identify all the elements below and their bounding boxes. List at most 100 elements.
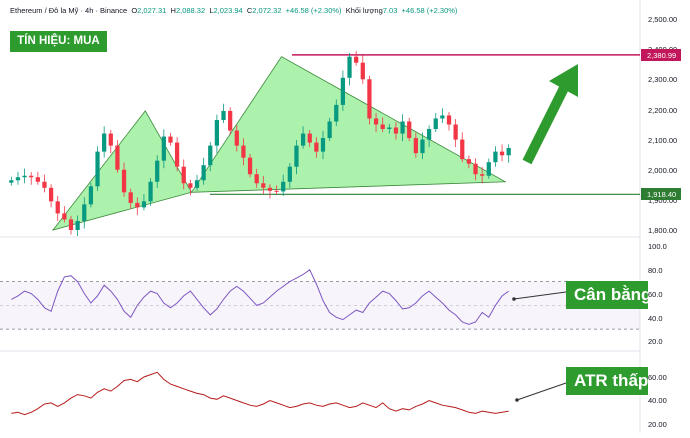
atr-tick: 60.00 bbox=[648, 373, 667, 382]
candle-body bbox=[188, 183, 193, 188]
candlestick-series bbox=[9, 51, 511, 237]
candle-body bbox=[82, 204, 87, 221]
candle-body bbox=[148, 181, 153, 202]
candle-body bbox=[75, 220, 80, 230]
candle-body bbox=[201, 165, 206, 181]
high-label: H bbox=[170, 6, 176, 15]
candle-body bbox=[493, 151, 498, 163]
atr-line bbox=[11, 371, 509, 416]
signal-badge: TÍN HIỆU: MUA bbox=[10, 31, 107, 52]
candle-body bbox=[221, 110, 226, 120]
rsi-tick: 20.0 bbox=[648, 337, 663, 346]
candle-body bbox=[281, 181, 286, 192]
rsi-callout-pointer bbox=[513, 291, 567, 300]
atr-tick: 20.00 bbox=[648, 420, 667, 429]
candle-body bbox=[128, 192, 133, 203]
rsi-tick: 100.0 bbox=[648, 242, 667, 251]
resistance-price-badge bbox=[641, 49, 681, 61]
support-price-label: 1,918.40 bbox=[647, 190, 676, 199]
candle-body bbox=[35, 177, 40, 182]
candle-body bbox=[261, 183, 266, 188]
candle-body bbox=[141, 201, 147, 208]
candle-body bbox=[446, 115, 452, 125]
candle-body bbox=[181, 166, 186, 184]
candle-body bbox=[42, 181, 47, 188]
candle-body bbox=[314, 142, 319, 152]
price-tick: 1,900.00 bbox=[648, 196, 677, 205]
rsi-tick: 80.0 bbox=[648, 266, 663, 275]
candle-body bbox=[121, 169, 127, 193]
atr-callout-pointer bbox=[516, 382, 567, 401]
price-tick: 2,100.00 bbox=[648, 136, 677, 145]
close-value: 2,072.32 bbox=[252, 6, 282, 15]
close-label: C bbox=[246, 6, 253, 15]
rsi-line bbox=[11, 269, 509, 325]
rsi-axis: 100.0 80.0 60.0 40.0 20.0 bbox=[648, 242, 667, 346]
atr-tick: 40.00 bbox=[648, 396, 667, 405]
candle-body bbox=[267, 187, 273, 191]
candle-body bbox=[228, 110, 233, 131]
low-value: 2,023.94 bbox=[213, 6, 243, 15]
candle-body bbox=[88, 186, 94, 205]
candle-body bbox=[340, 77, 346, 105]
candle-body bbox=[354, 56, 359, 63]
candle-body bbox=[433, 118, 438, 130]
triangle-pattern-2 bbox=[190, 56, 507, 193]
atr-axis: 60.00 40.00 20.00 bbox=[648, 373, 667, 429]
candle-body bbox=[9, 180, 14, 183]
resistance-price-label: 2,380.99 bbox=[647, 51, 676, 60]
breakout-arrow-icon bbox=[522, 64, 578, 165]
candle-body bbox=[155, 160, 160, 182]
candle-body bbox=[407, 121, 412, 139]
open-label: O bbox=[131, 6, 138, 15]
candle-body bbox=[95, 151, 100, 187]
candle-body bbox=[334, 104, 339, 122]
candle-body bbox=[426, 129, 432, 140]
price-tick: 2,200.00 bbox=[648, 106, 677, 115]
candle-body bbox=[68, 219, 74, 230]
candle-body bbox=[15, 177, 21, 181]
candle-body bbox=[161, 136, 166, 161]
candle-body bbox=[214, 119, 220, 146]
price-tick: 2,300.00 bbox=[648, 75, 677, 84]
candle-body bbox=[174, 142, 180, 167]
candle-body bbox=[241, 145, 246, 158]
price-change: +46.58 (+2.30%) bbox=[285, 6, 342, 15]
candle-body bbox=[466, 159, 472, 164]
price-tick: 1,800.00 bbox=[648, 226, 677, 235]
candle-body bbox=[115, 145, 120, 170]
open-value: 2,027.31 bbox=[137, 6, 167, 15]
rsi-callout: Cân bằng bbox=[566, 281, 648, 309]
rsi-pointer-dot bbox=[512, 297, 516, 301]
volume-change: +46.58 (+2.30%) bbox=[401, 6, 458, 15]
candle-body bbox=[393, 127, 399, 134]
candle-body bbox=[62, 213, 67, 220]
candle-body bbox=[168, 136, 173, 143]
candle-body bbox=[294, 145, 299, 167]
candle-body bbox=[135, 202, 140, 208]
candle-body bbox=[300, 133, 306, 146]
candle-body bbox=[194, 180, 200, 188]
candle-body bbox=[55, 201, 60, 214]
candle-body bbox=[486, 162, 491, 176]
support-price-badge bbox=[641, 188, 681, 200]
candle-body bbox=[367, 79, 372, 119]
candle-body bbox=[360, 62, 365, 80]
candle-body bbox=[506, 148, 511, 156]
rsi-tick: 40.0 bbox=[648, 314, 663, 323]
candle-body bbox=[254, 174, 259, 184]
candle-body bbox=[234, 130, 239, 146]
symbol-title[interactable]: Ethereum / Đô la Mỹ · 4h · Binance bbox=[10, 6, 128, 15]
candle-body bbox=[373, 118, 379, 125]
candle-body bbox=[102, 133, 107, 152]
price-axis: 2,500.00 2,400.00 2,300.00 2,200.00 2,10… bbox=[648, 15, 677, 235]
candle-body bbox=[413, 138, 418, 154]
candle-body bbox=[387, 127, 392, 130]
candle-body bbox=[247, 157, 253, 175]
candle-body bbox=[22, 175, 27, 178]
candle-body bbox=[208, 145, 213, 166]
candle-body bbox=[460, 139, 465, 160]
atr-pointer-dot bbox=[515, 398, 519, 402]
candle-body bbox=[473, 163, 478, 175]
